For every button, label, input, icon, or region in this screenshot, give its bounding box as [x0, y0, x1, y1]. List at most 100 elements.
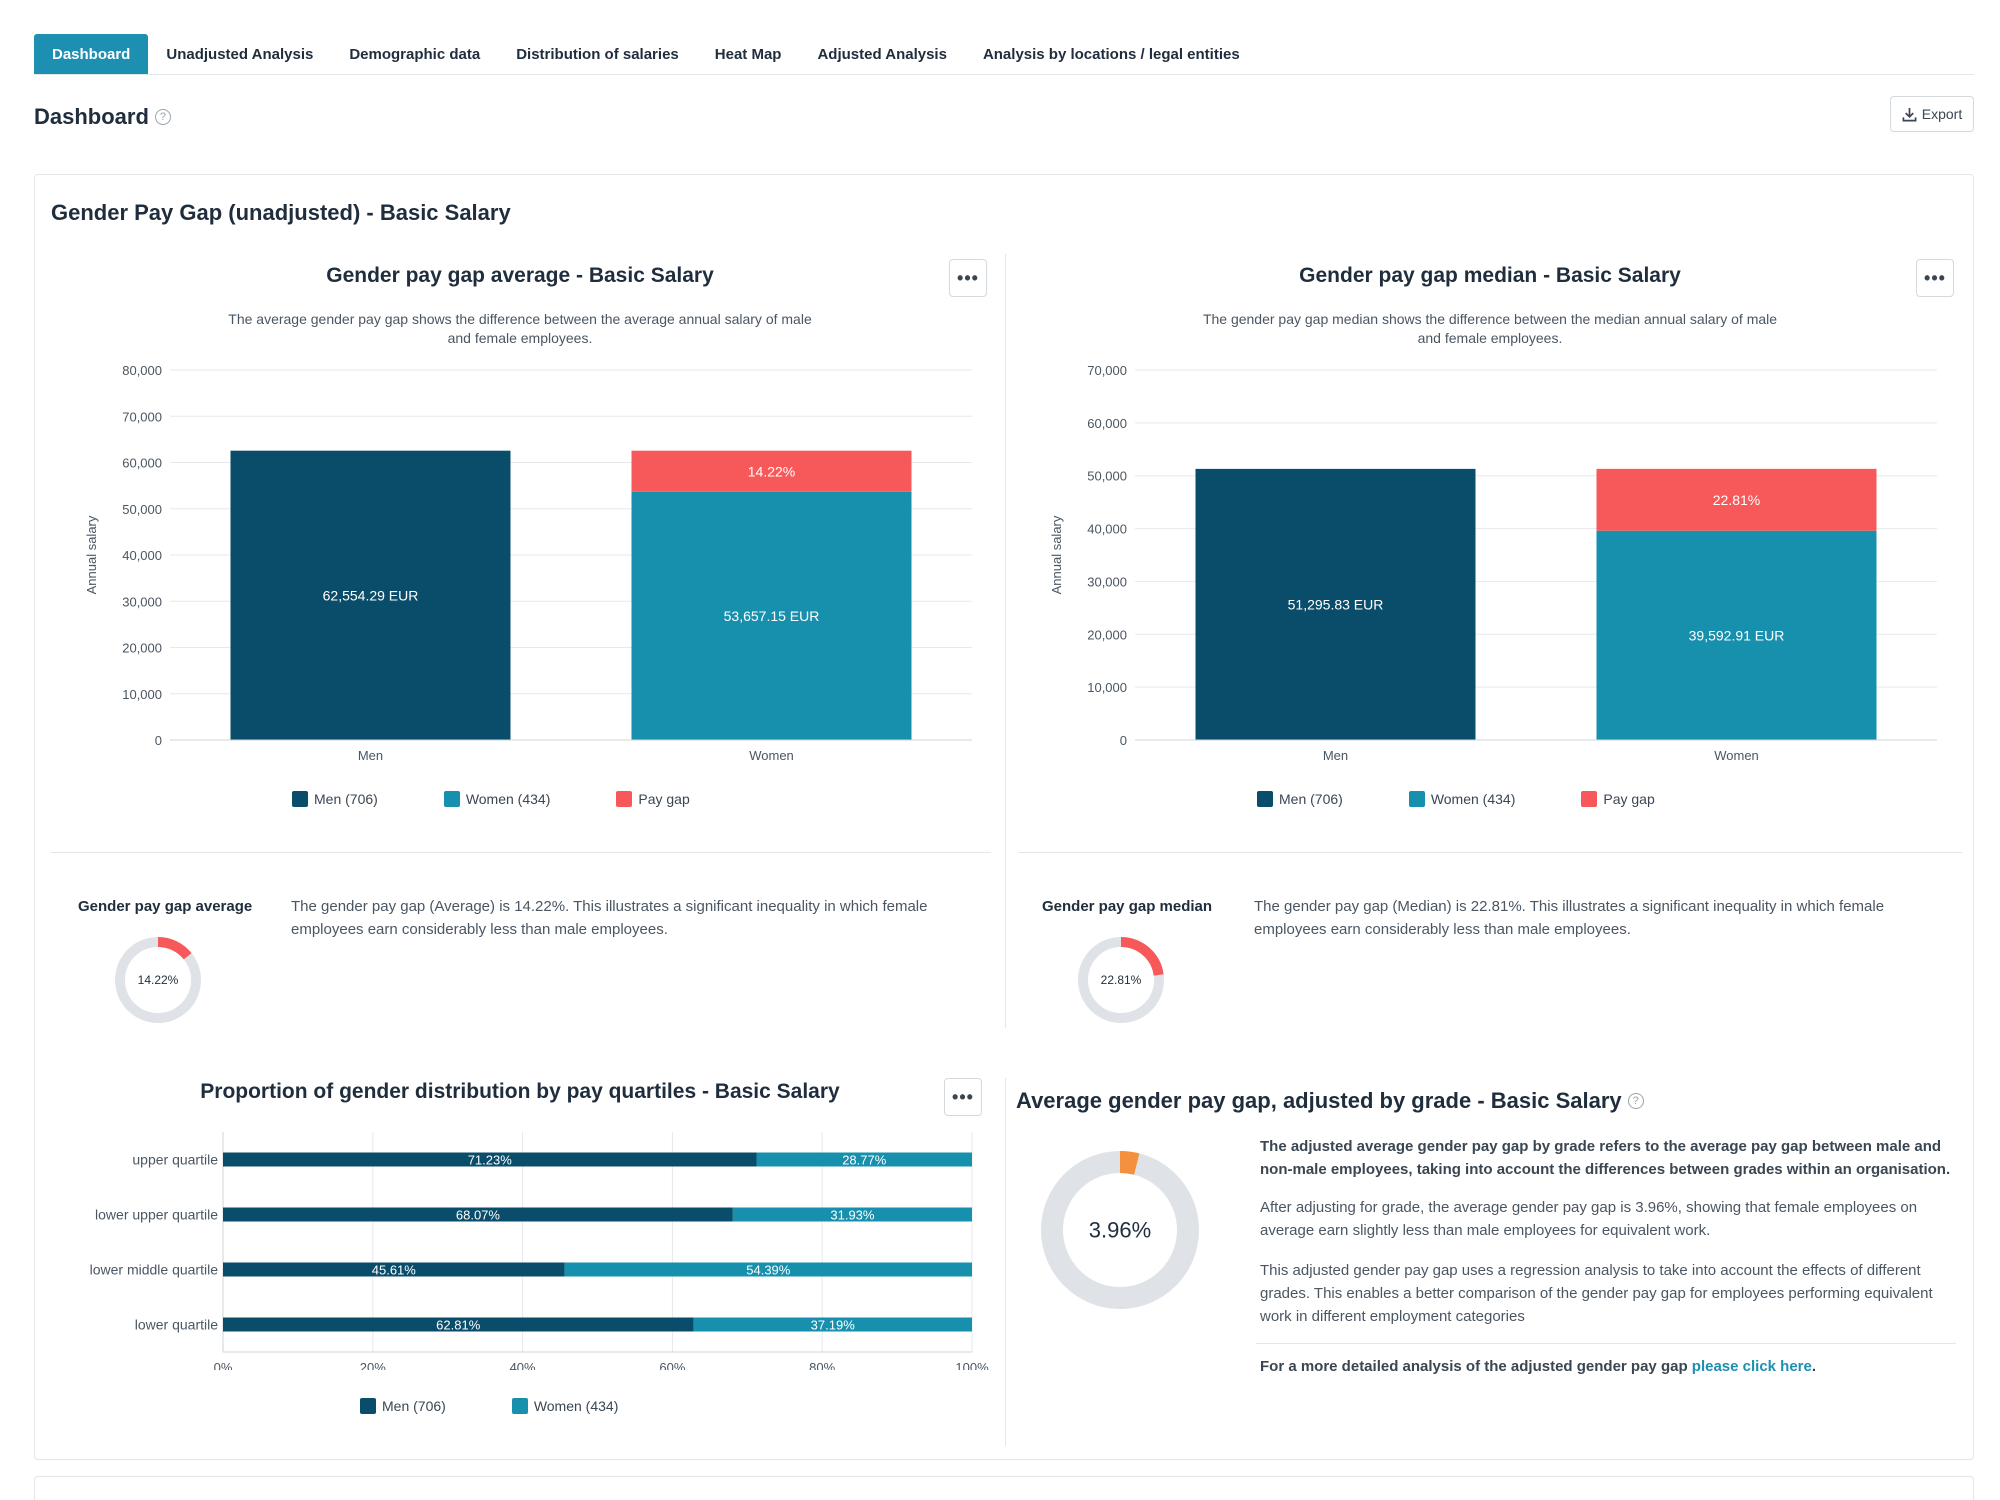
- more-icon: •••: [1924, 268, 1946, 288]
- more-icon: •••: [952, 1087, 974, 1107]
- tab-adjusted-analysis[interactable]: Adjusted Analysis: [817, 45, 947, 63]
- detailed-analysis-link[interactable]: please click here: [1691, 1358, 1812, 1375]
- bar-men-label: 62.81%: [436, 1318, 481, 1333]
- bar-women-label: 54.39%: [746, 1263, 791, 1278]
- quartile-chart-title: Proportion of gender distribution by pay…: [200, 1080, 840, 1103]
- legend-pay-gap[interactable]: Pay gap: [1581, 791, 1655, 807]
- bar-women-label: 31.93%: [830, 1208, 875, 1223]
- legend-men[interactable]: Men (706): [292, 791, 378, 807]
- legend-men-label: Men (706): [1279, 791, 1343, 807]
- legend-women[interactable]: Women (434): [1408, 791, 1516, 807]
- tab-bar: Dashboard Unadjusted Analysis Demographi…: [34, 34, 1974, 75]
- median-chart-title: Gender pay gap median - Basic Salary: [1299, 264, 1681, 287]
- adjusted-title-text: Average gender pay gap, adjusted by grad…: [1016, 1088, 1622, 1113]
- adjusted-paragraph-1: The adjusted average gender pay gap by g…: [1260, 1138, 1951, 1178]
- median-stat-label: Gender pay gap median: [1042, 898, 1213, 915]
- y-tick-label: 10,000: [122, 687, 162, 702]
- quartile-chart-menu-button[interactable]: •••: [944, 1078, 982, 1116]
- bar-women-label: 53,657.15 EUR: [724, 608, 820, 624]
- donut-segment: [1078, 937, 1164, 1023]
- y-tick-label: 60,000: [122, 456, 162, 471]
- x-tick-label: Men: [1323, 748, 1348, 763]
- legend-swatch-gap: [1581, 791, 1598, 807]
- y-tick-label: 20,000: [122, 641, 162, 656]
- donut-value: 3.96%: [1089, 1217, 1151, 1242]
- x-tick-label: Women: [749, 748, 794, 763]
- legend-swatch-men: [360, 1398, 376, 1414]
- bar-women: [631, 491, 912, 740]
- bar-women-label: 28.77%: [842, 1153, 887, 1168]
- bar-gap-label: 22.81%: [1713, 492, 1760, 508]
- bar-women: [1596, 530, 1877, 740]
- quartile-chart-legend: Men (706) Women (434): [360, 1398, 684, 1414]
- export-label: Export: [1921, 106, 1963, 122]
- y-tick-label: 10,000: [1087, 680, 1127, 695]
- median-chart-menu-button[interactable]: •••: [1916, 259, 1954, 297]
- tab-demographic-data[interactable]: Demographic data: [349, 45, 481, 63]
- bar-men: [223, 1317, 694, 1332]
- page-title-text: Dashboard: [34, 104, 149, 129]
- section-title: Gender Pay Gap (unadjusted) - Basic Sala…: [51, 200, 511, 225]
- x-tick-label: 80%: [809, 1360, 835, 1370]
- bar-gap-label: 14.22%: [748, 463, 795, 479]
- tab-distribution-of-salaries[interactable]: Distribution of salaries: [516, 45, 679, 63]
- adjusted-divider: [1256, 1343, 1956, 1344]
- y-tick-label: 50,000: [122, 502, 162, 517]
- y-axis-label: Annual salary: [84, 515, 99, 594]
- legend-swatch-women: [511, 1398, 528, 1414]
- vertical-divider-top: [1005, 254, 1006, 1028]
- next-card: [34, 1476, 1974, 1500]
- legend-swatch-women: [443, 791, 460, 807]
- help-icon[interactable]: ?: [1627, 1093, 1644, 1109]
- legend-swatch-women: [1408, 791, 1425, 807]
- tab-analysis-by-locations[interactable]: Analysis by locations / legal entities: [982, 45, 1240, 63]
- x-tick-label: Men: [358, 748, 383, 763]
- legend-men-label: Men (706): [314, 791, 378, 807]
- median-chart-legend: Men (706) Women (434) Pay gap: [1257, 791, 1721, 807]
- adjusted-title: Average gender pay gap, adjusted by grad…: [1016, 1088, 1644, 1114]
- export-button[interactable]: Export: [1890, 96, 1974, 132]
- bar-men-label: 62,554.29 EUR: [323, 587, 419, 603]
- y-tick-label: 30,000: [122, 594, 162, 609]
- y-tick-label: 40,000: [1087, 522, 1127, 537]
- legend-women[interactable]: Women (434): [443, 791, 550, 807]
- legend-men[interactable]: Men (706): [360, 1398, 446, 1414]
- tab-dashboard[interactable]: Dashboard: [34, 34, 149, 74]
- y-tick-label: 30,000: [1087, 574, 1127, 589]
- legend-swatch-men: [1257, 791, 1273, 807]
- x-tick-label: 40%: [510, 1360, 536, 1370]
- legend-pay-gap[interactable]: Pay gap: [616, 791, 690, 807]
- adjusted-paragraph-4: For a more detailed analysis of the adju…: [1260, 1355, 1958, 1378]
- legend-swatch-gap: [616, 791, 633, 807]
- avg-chart-desc-line1: The average gender pay gap shows the dif…: [228, 311, 812, 327]
- donut-segment: [1041, 1151, 1199, 1309]
- donut-value: 14.22%: [138, 973, 179, 987]
- category-label: lower upper quartile: [95, 1207, 218, 1223]
- bar-men: [223, 1152, 757, 1167]
- help-icon[interactable]: ?: [154, 109, 171, 125]
- legend-women-label: Women (434): [1430, 791, 1516, 807]
- donut-segment: [115, 937, 201, 1023]
- x-tick-label: 0%: [214, 1360, 233, 1370]
- tab-heat-map[interactable]: Heat Map: [714, 45, 782, 63]
- horizontal-divider-left: [51, 852, 991, 853]
- avg-chart-menu-button[interactable]: •••: [949, 259, 987, 297]
- adjusted-p4-text: For a more detailed analysis of the adju…: [1260, 1358, 1692, 1375]
- bar-men-label: 68.07%: [456, 1208, 501, 1223]
- median-bar-chart: 0 10,000 20,000 30,000 40,000 50,000 60,000 70,…: [1049, 363, 1937, 763]
- more-icon: •••: [957, 268, 979, 288]
- y-tick-label: 0: [155, 733, 162, 748]
- median-chart-desc-line1: The gender pay gap median shows the diff…: [1202, 311, 1778, 327]
- vertical-divider-bottom: [1005, 1078, 1006, 1446]
- legend-gap-label: Pay gap: [638, 791, 690, 807]
- legend-women-label: Women (434): [533, 1398, 619, 1414]
- legend-women[interactable]: Women (434): [511, 1398, 619, 1414]
- median-chart-description: The gender pay gap median shows the diff…: [1090, 310, 1890, 348]
- legend-men[interactable]: Men (706): [1257, 791, 1343, 807]
- tab-unadjusted-analysis[interactable]: Unadjusted Analysis: [166, 45, 314, 63]
- x-tick-label: 60%: [659, 1360, 685, 1370]
- avg-gap-donut: 14.22%: [115, 937, 201, 1023]
- bar-men: [1195, 468, 1476, 740]
- avg-chart-legend: Men (706) Women (434) Pay gap: [292, 791, 756, 807]
- median-gap-donut: 22.81%: [1078, 937, 1164, 1023]
